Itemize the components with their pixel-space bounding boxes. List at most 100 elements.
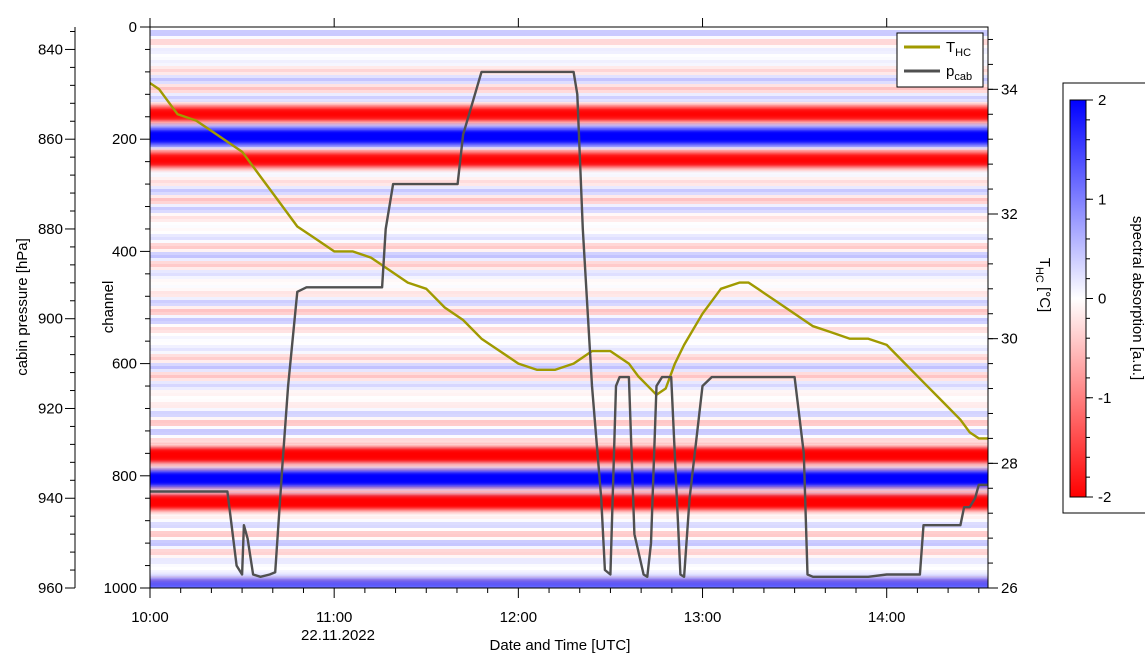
heatmap-stripe <box>150 234 988 237</box>
heatmap-stripe <box>150 366 988 369</box>
heatmap-band-5 <box>150 507 988 511</box>
colorbar-ticks: -2 -1 0 1 2 <box>1086 92 1111 506</box>
heatmap-stripe <box>150 432 988 435</box>
heatmap-stripe <box>150 189 988 192</box>
legend-label-thc-main: T <box>946 39 955 56</box>
heatmap-stripe <box>150 405 988 408</box>
heatmap-stripe <box>150 585 988 588</box>
heatmap-band-6 <box>150 593 988 596</box>
heatmap-band-6 <box>150 573 988 577</box>
heatmap-band-2 <box>150 149 988 153</box>
heatmap-area <box>150 27 988 596</box>
x-tick-label: 13:00 <box>684 609 722 626</box>
heatmap-band-2 <box>150 150 988 154</box>
heatmap-stripe <box>150 96 988 99</box>
heatmap-stripe <box>150 549 988 552</box>
channel-tick-label: 600 <box>112 356 137 373</box>
heatmap-band-3 <box>150 445 988 449</box>
heatmap-band-3 <box>150 464 988 468</box>
heatmap-stripe <box>150 237 988 240</box>
heatmap-band-0 <box>150 120 988 124</box>
heatmap-band-1 <box>150 124 988 128</box>
heatmap-stripe <box>150 255 988 258</box>
heatmap-stripe <box>150 69 988 72</box>
heatmap-stripe <box>150 42 988 45</box>
heatmap-stripe <box>150 399 988 402</box>
heatmap-stripe <box>150 429 988 432</box>
heatmap-stripe <box>150 174 988 177</box>
heatmap-band-5 <box>150 510 988 514</box>
x-tick-label: 10:00 <box>131 609 169 626</box>
temperature-axis-title-unit: [°C] <box>1036 283 1053 312</box>
heatmap-stripe <box>150 243 988 246</box>
heatmap-band-3 <box>150 462 988 466</box>
legend-label-pcab-main: p <box>946 63 954 80</box>
heatmap-band-5 <box>150 489 988 493</box>
heatmap-stripe <box>150 66 988 69</box>
heatmap-stripe <box>150 207 988 210</box>
heatmap-band-3 <box>150 443 988 447</box>
heatmap-stripe <box>150 492 988 495</box>
heatmap-stripe <box>150 582 988 585</box>
heatmap-stripe <box>150 201 988 204</box>
heatmap-band-2 <box>150 148 988 152</box>
heatmap-stripe <box>150 72 988 75</box>
pressure-tick-label: 840 <box>38 41 63 58</box>
temperature-axis-title-sub: HC <box>1033 267 1045 283</box>
heatmap-stripe <box>150 327 988 330</box>
heatmap-stripe <box>150 267 988 270</box>
heatmap-stripe <box>150 543 988 546</box>
heatmap-stripe <box>150 246 988 249</box>
x-tick-label: 12:00 <box>500 609 538 626</box>
heatmap-band-0 <box>150 103 988 107</box>
heatmap-band-5 <box>150 492 988 496</box>
heatmap-stripe <box>150 33 988 36</box>
heatmap-band-6 <box>150 585 988 588</box>
heatmap-stripe <box>150 222 988 225</box>
channel-tick-label: 400 <box>112 243 137 260</box>
heatmap-band-1 <box>150 128 988 132</box>
legend-label-thc: THC <box>946 39 971 59</box>
heatmap-stripe <box>150 579 988 582</box>
heatmap-band-3 <box>150 457 988 462</box>
heatmap-stripe <box>150 63 988 66</box>
heatmap-band-0 <box>150 115 988 119</box>
colorbar-tick-label: -1 <box>1098 390 1111 407</box>
channel-axis-title: channel <box>100 281 117 334</box>
heatmap-stripe <box>150 312 988 315</box>
temperature-axis-title-main: T <box>1036 258 1053 267</box>
heatmap-band-0 <box>150 105 988 109</box>
heatmap-band-0 <box>150 117 988 122</box>
heatmap-band-5 <box>150 490 988 494</box>
heatmap-stripe <box>150 240 988 243</box>
heatmap-stripe <box>150 75 988 78</box>
heatmap-stripe <box>150 369 988 372</box>
heatmap-stripe <box>150 528 988 531</box>
heatmap-band-2 <box>150 162 988 167</box>
heatmap-band-2 <box>150 165 988 169</box>
heatmap-stripe <box>150 438 988 441</box>
heatmap-band-4 <box>150 483 988 487</box>
heatmap-stripe <box>150 105 988 108</box>
heatmap-band-6 <box>150 580 988 584</box>
heatmap-band-6 <box>150 589 988 592</box>
heatmap-stripe <box>150 471 988 474</box>
colorbar-title: spectral absorption [a.u.] <box>1129 216 1145 380</box>
heatmap-stripe <box>150 54 988 57</box>
heatmap-stripe <box>150 522 988 525</box>
heatmap-stripe <box>150 411 988 414</box>
temperature-tick-label: 30 <box>1001 331 1018 348</box>
heatmap-band-6 <box>150 584 988 588</box>
heatmap-band-2 <box>150 166 988 170</box>
heatmap-band-0 <box>150 119 988 123</box>
legend-label-pcab: pcab <box>946 63 972 83</box>
temperature-tick-label: 32 <box>1001 206 1018 223</box>
heatmap-stripe <box>150 441 988 444</box>
heatmap-band-2 <box>150 163 988 168</box>
heatmap-band-5 <box>150 508 988 512</box>
heatmap-band-6 <box>150 588 988 591</box>
heatmap-stripe <box>150 414 988 417</box>
heatmap-stripe <box>150 264 988 267</box>
heatmap-band-1 <box>150 142 988 146</box>
x-axis-date-label: 22.11.2022 <box>301 627 375 644</box>
